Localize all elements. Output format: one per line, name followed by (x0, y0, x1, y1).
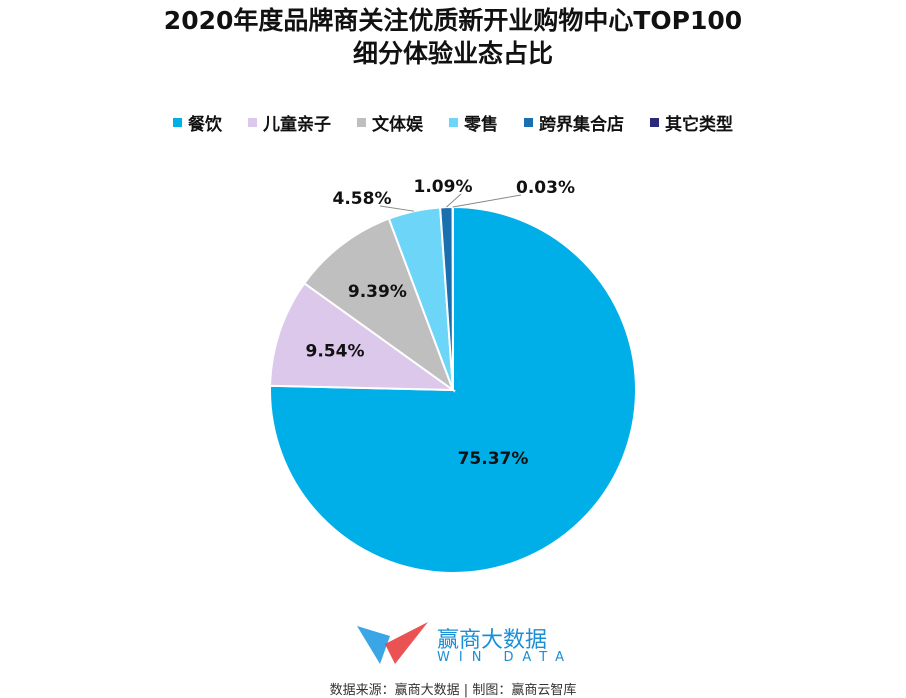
logo-sub: WIN DATA (437, 650, 573, 665)
source-note: 数据来源：赢商大数据 | 制图：赢商云智库 (0, 679, 906, 698)
